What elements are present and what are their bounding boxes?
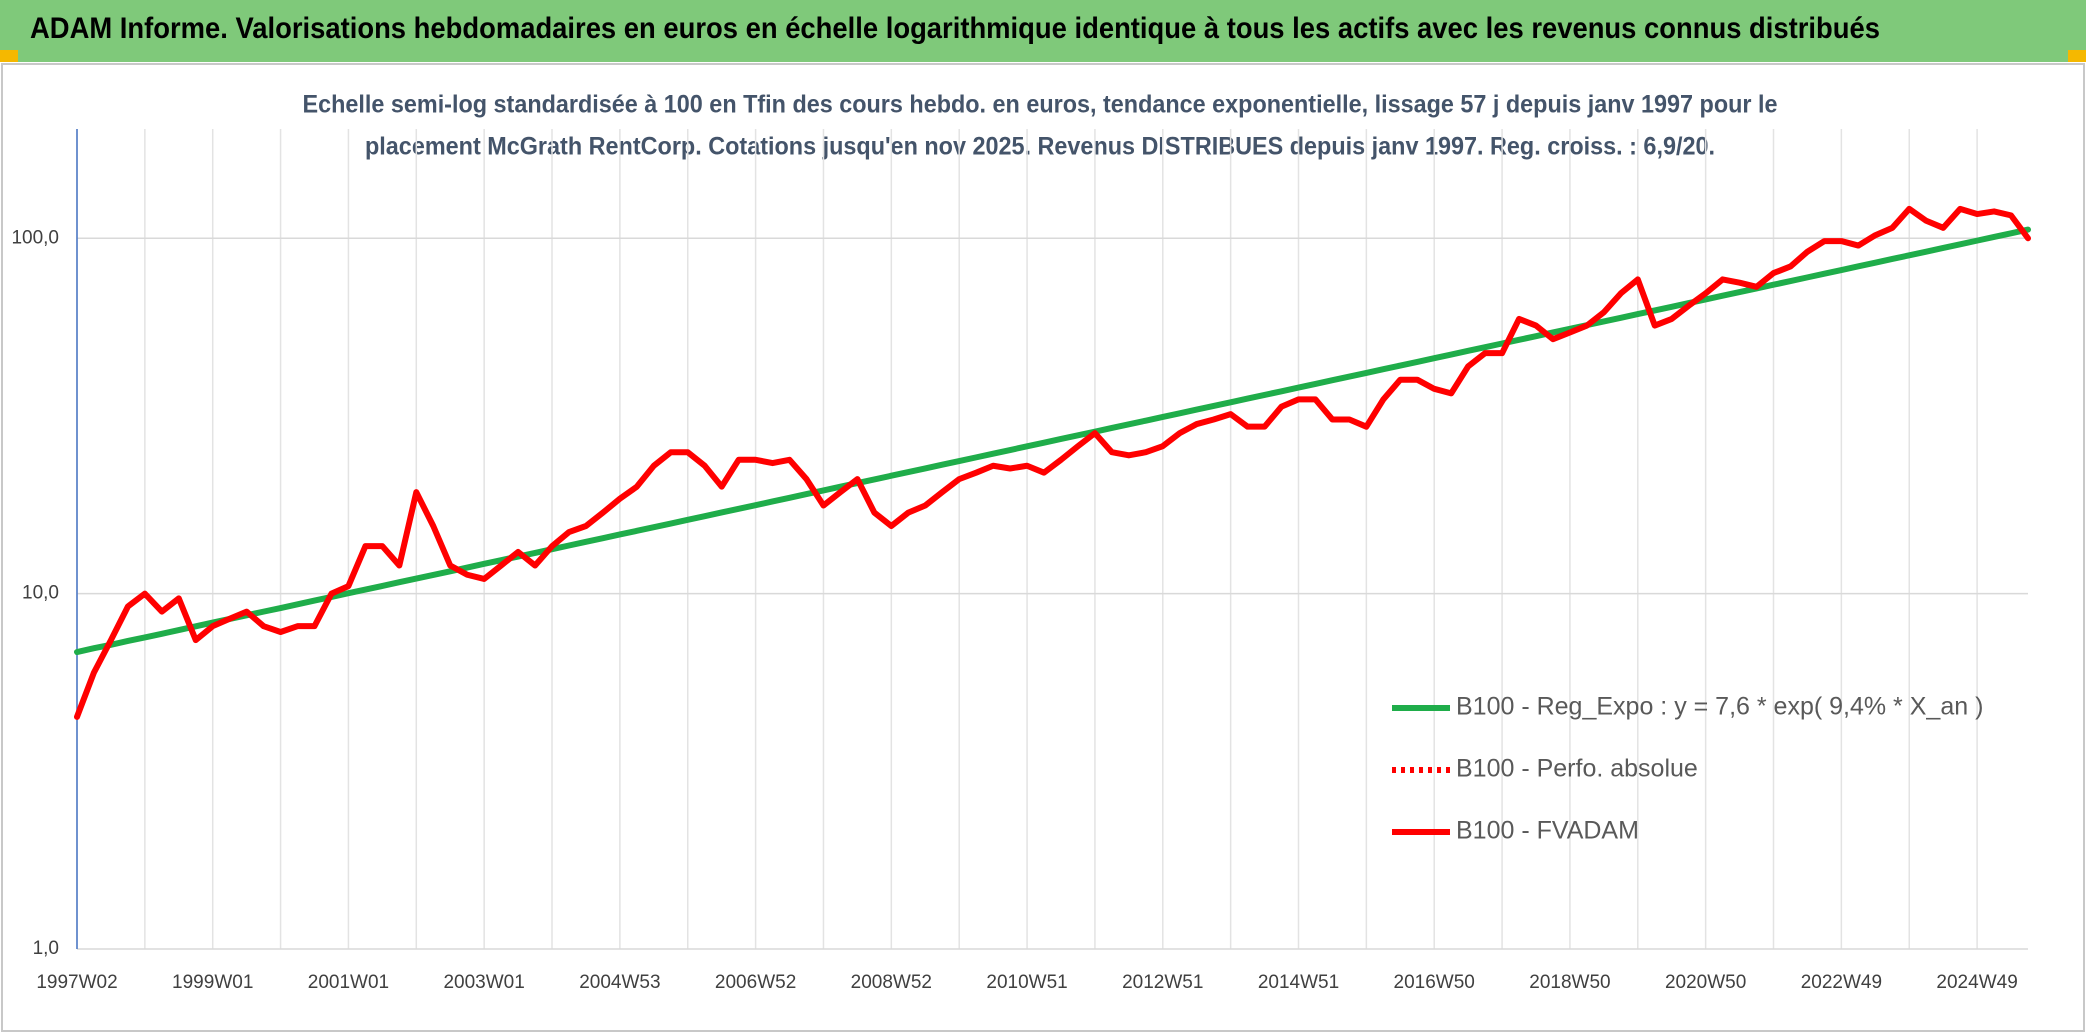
x-tick-label: 2010W51 xyxy=(986,972,1067,993)
x-tick-label: 2006W52 xyxy=(715,972,796,993)
x-tick-label: 2024W49 xyxy=(1936,972,2017,993)
y-tick-label: 10,0 xyxy=(22,583,59,604)
x-tick-label: 2003W01 xyxy=(443,972,524,993)
x-tick-label: 2018W50 xyxy=(1529,972,1610,993)
x-tick-label: 2022W49 xyxy=(1801,972,1882,993)
x-tick-label: 2001W01 xyxy=(308,972,389,993)
plot xyxy=(74,205,2031,720)
x-tick-label: 1997W02 xyxy=(36,972,117,993)
x-tick-label: 2014W51 xyxy=(1258,972,1339,993)
chart-frame xyxy=(1,63,2085,1032)
chart-subtitle: placement McGrath RentCorp. Cotations ju… xyxy=(365,133,1715,161)
legend: B100 - Reg_Expo : y = 7,6 * exp( 9,4% * … xyxy=(1392,693,1983,845)
x-tick-label: 1999W01 xyxy=(172,972,253,993)
chart-title: ADAM Informe. Valorisations hebdomadaire… xyxy=(30,12,1880,45)
header-bar xyxy=(0,0,2086,62)
series-line xyxy=(74,226,2031,656)
x-tick-label: 2016W50 xyxy=(1394,972,1475,993)
series-line xyxy=(74,205,2031,720)
legend-label: B100 - Perfo. absolue xyxy=(1456,755,1698,783)
x-tick-label: 2012W51 xyxy=(1122,972,1203,993)
legend-label: B100 - Reg_Expo : y = 7,6 * exp( 9,4% * … xyxy=(1456,693,1983,721)
x-tick-label: 2008W52 xyxy=(851,972,932,993)
y-tick-label: 1,0 xyxy=(33,938,59,959)
corner xyxy=(0,50,18,62)
grid: 1997W02 1999W01 2001W01 2003W01 2004W53 2006W… xyxy=(11,129,2028,993)
corner xyxy=(2068,50,2086,62)
legend-label: B100 - FVADAM xyxy=(1456,817,1639,845)
chart-subtitle: Echelle semi-log standardisée à 100 en T… xyxy=(303,91,1778,119)
y-tick-label: 100,0 xyxy=(11,227,59,248)
x-tick-label: 2004W53 xyxy=(579,972,660,993)
x-tick-label: 2020W50 xyxy=(1665,972,1746,993)
